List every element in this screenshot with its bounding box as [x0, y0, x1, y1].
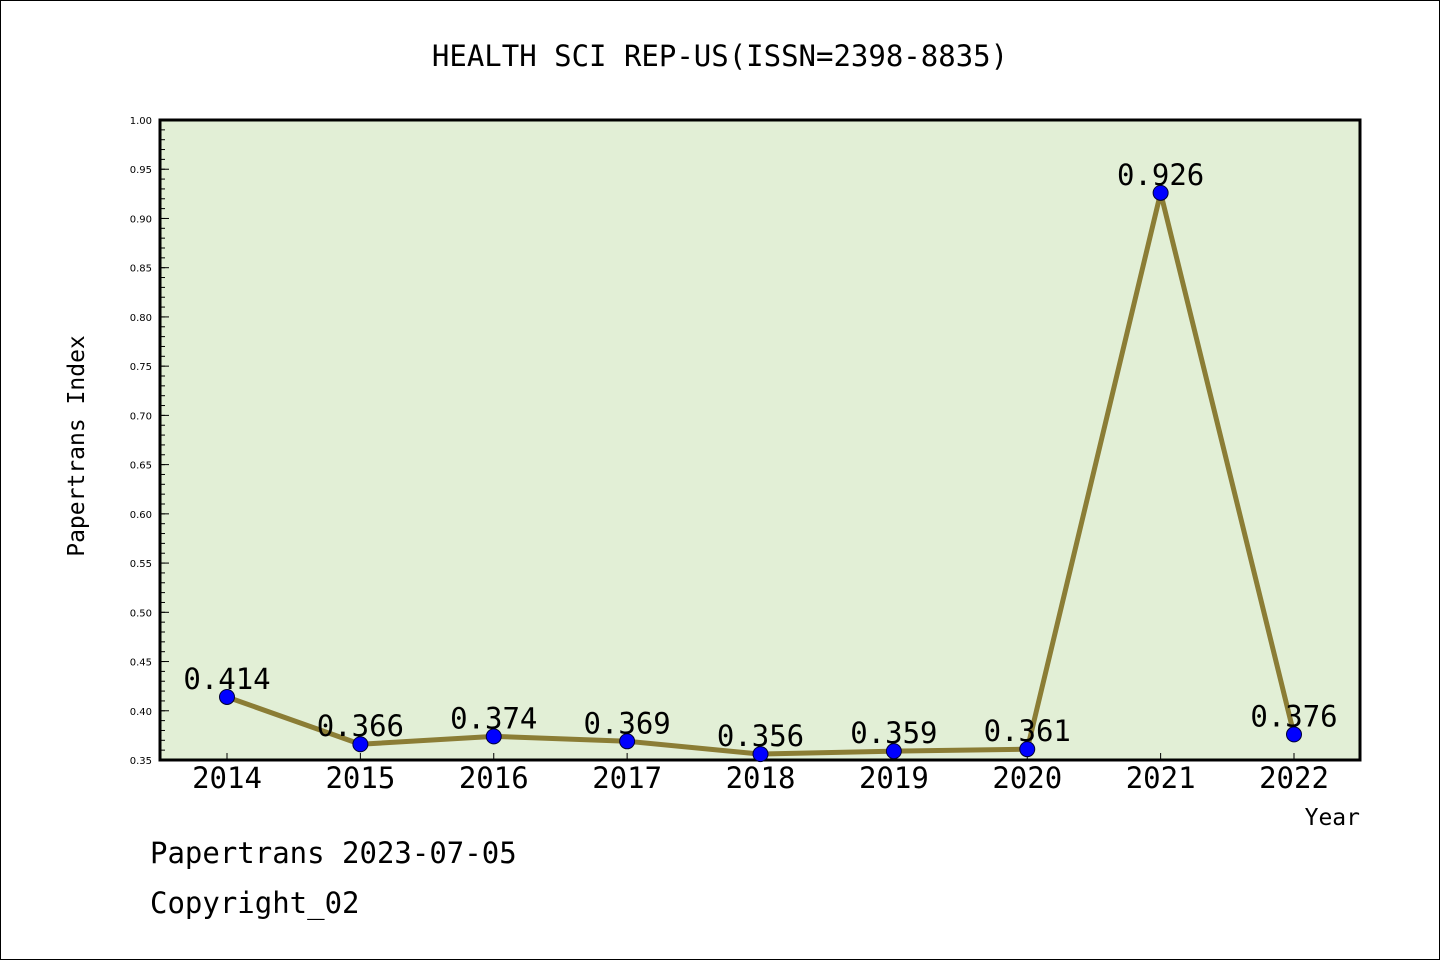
plot-background: [158, 118, 1362, 762]
data-label: 0.376: [1250, 699, 1337, 733]
y-tick-label: 1.00: [130, 116, 152, 127]
data-label: 0.374: [450, 701, 537, 735]
x-axis-label: Year: [1305, 805, 1360, 831]
data-label: 0.361: [984, 714, 1071, 748]
x-tick-label: 2021: [1126, 761, 1196, 795]
data-label: 0.366: [317, 709, 404, 743]
y-tick-label: 0.70: [130, 411, 152, 422]
data-label: 0.359: [850, 716, 937, 750]
x-tick-label: 2022: [1259, 761, 1329, 795]
plot-area: [158, 118, 1362, 762]
data-point: [885, 743, 902, 760]
x-tick-label: 2015: [325, 761, 395, 795]
data-points-layer: [219, 184, 1302, 763]
data-point: [1286, 726, 1302, 743]
chart-title: HEALTH SCI REP-US(ISSN=2398-8835): [432, 39, 1008, 73]
y-tick-label: 0.45: [130, 658, 152, 669]
x-tick-label: 2020: [992, 761, 1062, 795]
data-point: [1152, 184, 1169, 201]
footer-copyright: Copyright_02: [150, 886, 360, 920]
footer-source: Papertrans 2023-07-05: [150, 836, 517, 870]
data-point: [1019, 741, 1036, 758]
data-label: 0.369: [583, 706, 670, 740]
data-label: 0.926: [1117, 158, 1204, 192]
y-tick-label: 0.55: [130, 559, 152, 570]
data-point: [619, 733, 636, 750]
data-label: 0.414: [183, 662, 270, 696]
y-tick-label: 0.65: [130, 461, 152, 472]
y-axis: 0.35 0.40 0.45 0.50 0.55 0.60 0.65 0.70 0.75 0.80…: [130, 116, 169, 767]
data-label: 0.356: [717, 719, 804, 753]
y-tick-label: 0.80: [130, 313, 152, 324]
x-tick-label: 2019: [859, 761, 929, 795]
y-tick-label: 0.85: [130, 264, 152, 275]
y-tick-label: 0.90: [130, 214, 152, 225]
x-tick-label: 2018: [726, 761, 796, 795]
data-point: [485, 728, 502, 745]
y-tick-label: 0.75: [130, 362, 152, 373]
x-axis: 2014 2015 2016 2017 2018 2019 2020 2021 2022: [192, 753, 1329, 795]
data-point: [752, 746, 769, 763]
x-tick-label: 2017: [592, 761, 662, 795]
data-point: [352, 736, 369, 753]
y-tick-label: 0.95: [130, 165, 152, 176]
x-tick-label: 2016: [459, 761, 529, 795]
y-tick-label: 0.40: [130, 707, 152, 718]
y-tick-label: 0.35: [130, 756, 152, 767]
y-axis-label: Papertrans Index: [64, 335, 90, 557]
x-tick-label: 2014: [192, 761, 262, 795]
data-labels-layer: 0.414 0.366 0.374 0.369 0.356 0.359 0.361 0.926…: [183, 158, 1337, 753]
y-tick-label: 0.50: [130, 608, 152, 619]
y-tick-label: 0.60: [130, 510, 152, 521]
data-point: [219, 688, 235, 705]
